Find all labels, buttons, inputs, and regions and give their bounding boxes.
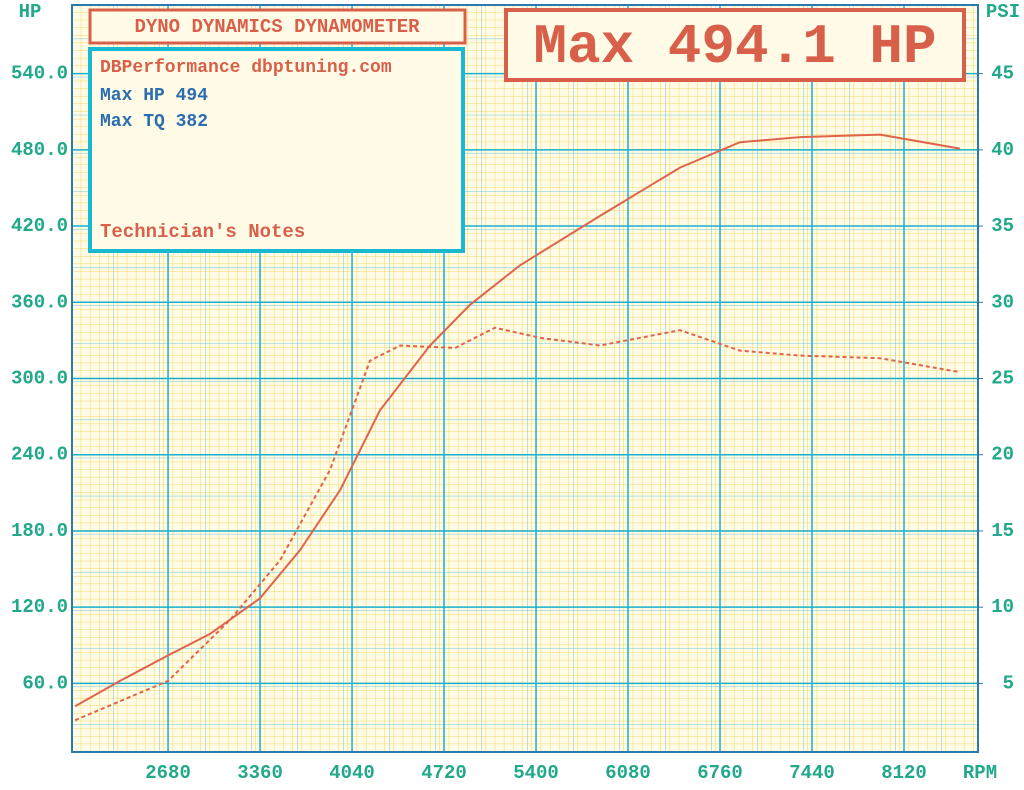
- x-tick-label: 4040: [329, 762, 375, 784]
- y-axis-label: HP: [19, 1, 42, 23]
- series-line: [74, 326, 961, 722]
- x-tick-label: 3360: [237, 762, 283, 784]
- y2-tick-label: 15: [991, 520, 1014, 542]
- header: DYNO DYNAMICS DYNAMOMETER: [134, 16, 420, 38]
- y2-tick-label: 20: [991, 444, 1014, 466]
- y2-tick-label: 30: [991, 291, 1014, 313]
- y-tick-label: 420.0: [11, 215, 68, 237]
- note: DBPerformance dbptuning.com: [100, 58, 392, 78]
- y-tick-label: 240.0: [11, 444, 68, 466]
- y-tick-label: 60.0: [22, 672, 68, 694]
- note: Max TQ 382: [100, 112, 208, 132]
- y-tick-label: 480.0: [11, 139, 68, 161]
- y2-tick-label: 10: [991, 596, 1014, 618]
- x-tick-label: 7440: [789, 762, 835, 784]
- x-tick-label: 6080: [605, 762, 651, 784]
- x-axis-label: RPM: [963, 762, 997, 784]
- y2-tick-label: 40: [991, 139, 1014, 161]
- y-tick-label: 540.0: [11, 63, 68, 85]
- y-tick-label: 300.0: [11, 368, 68, 390]
- y2-tick-label: 35: [991, 215, 1014, 237]
- notes-box: [88, 47, 465, 253]
- headline-box: [504, 8, 966, 82]
- note: Max HP 494: [100, 86, 208, 106]
- x-tick-label: 5400: [513, 762, 559, 784]
- lines: [74, 133, 961, 722]
- plot-frame: [71, 4, 979, 753]
- x-tick-label: 2680: [145, 762, 191, 784]
- x-tick-label: 4720: [421, 762, 467, 784]
- series-line: [74, 133, 961, 708]
- headline: Max 494.1 HP: [533, 15, 936, 79]
- y2-axis-label: PSI: [986, 1, 1020, 23]
- y-tick-label: 120.0: [11, 596, 68, 618]
- note: Technician's Notes: [100, 221, 305, 243]
- y-tick-label: 180.0: [11, 520, 68, 542]
- x-tick-label: 6760: [697, 762, 743, 784]
- y2-tick-label: 45: [991, 63, 1014, 85]
- y2-tick-label: 5: [1003, 672, 1014, 694]
- x-tick-label: 8120: [881, 762, 927, 784]
- y-tick-label: 360.0: [11, 291, 68, 313]
- y2-tick-label: 25: [991, 368, 1014, 390]
- header-box: [88, 8, 467, 45]
